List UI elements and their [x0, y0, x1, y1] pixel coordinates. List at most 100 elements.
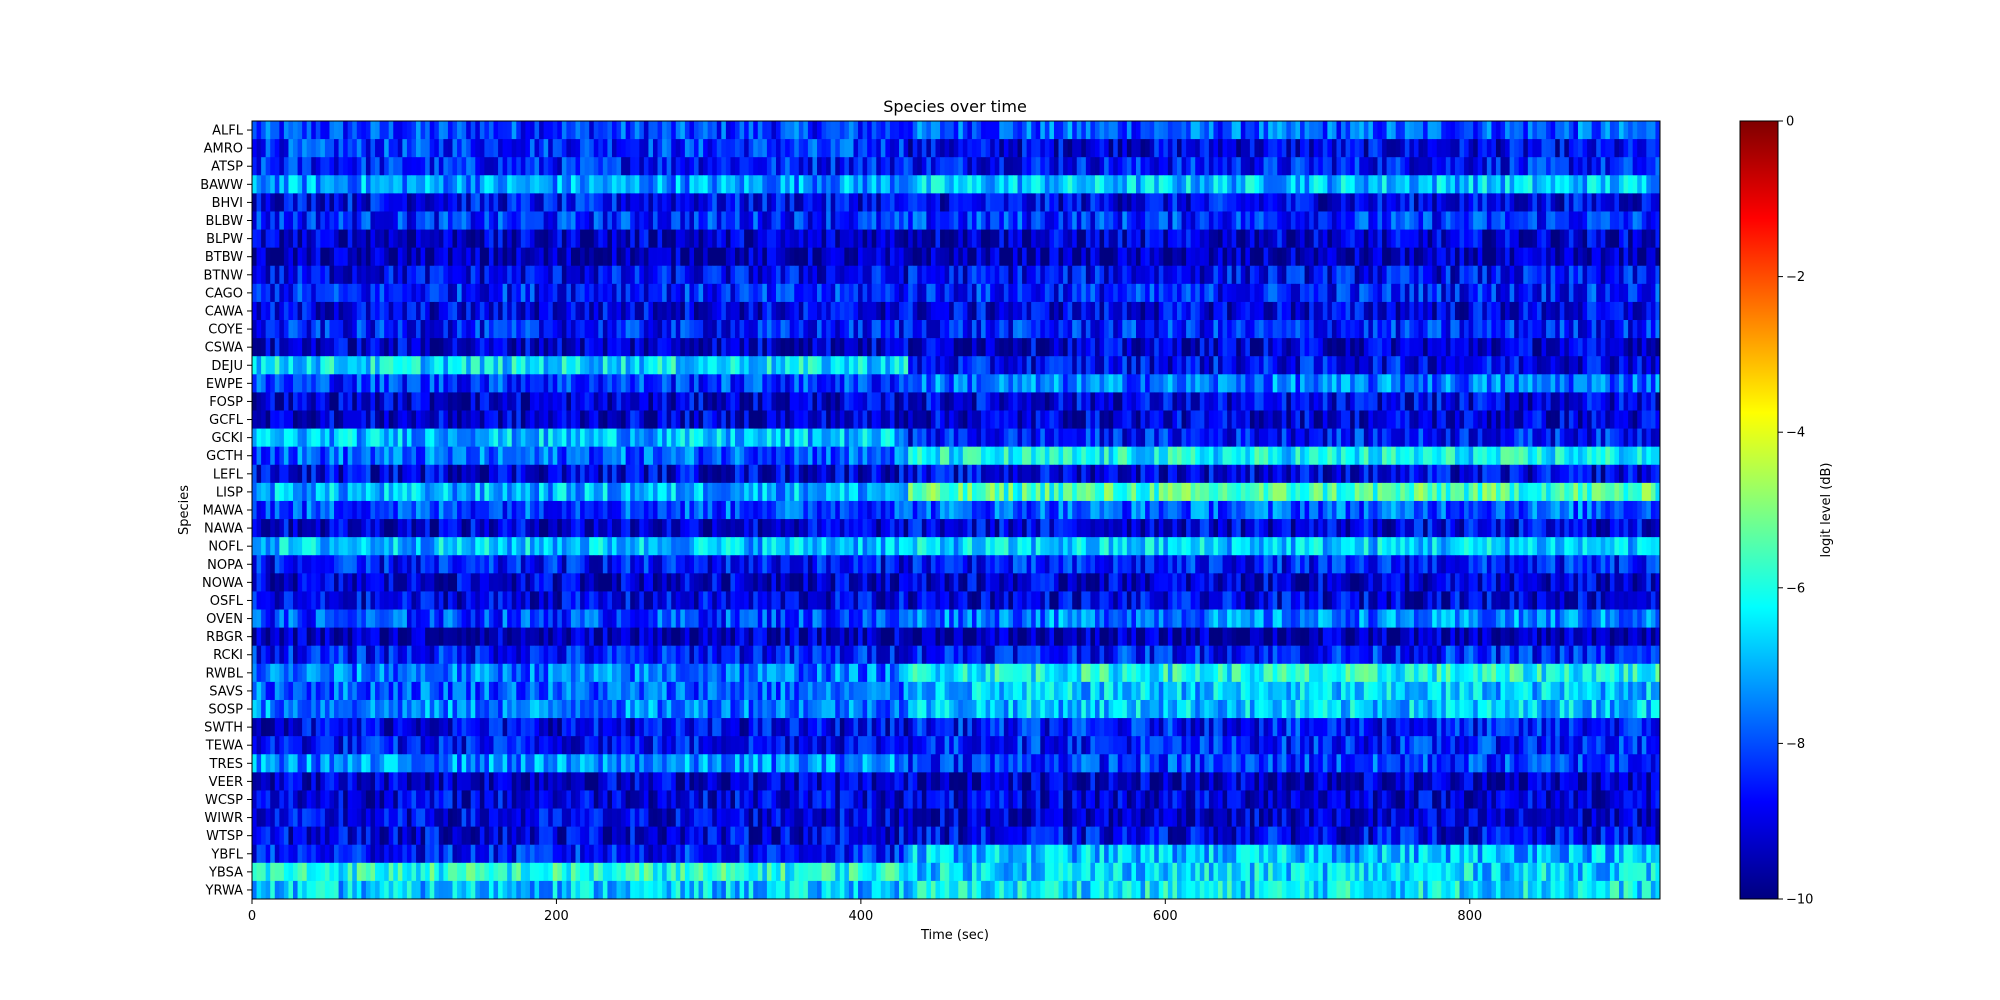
heatmap-cell [365, 121, 371, 140]
heatmap-cell [1646, 265, 1652, 285]
heatmap-cell [771, 283, 777, 303]
heatmap-cell [520, 265, 526, 285]
heatmap-cell [274, 283, 280, 303]
heatmap-cell [598, 211, 604, 230]
heatmap-cell [1582, 157, 1588, 176]
heatmap-cell [1559, 338, 1565, 357]
heatmap-cell [1126, 265, 1132, 285]
heatmap-cell [338, 193, 344, 212]
heatmap-cell [1113, 193, 1119, 212]
heatmap-cell [1637, 265, 1643, 285]
heatmap-cell [543, 265, 549, 285]
heatmap-cell [671, 338, 677, 357]
heatmap-cell [1313, 392, 1319, 411]
heatmap-cell [684, 175, 690, 194]
heatmap-cell [1099, 392, 1105, 411]
heatmap-cell [1213, 157, 1219, 176]
heatmap-cell [912, 356, 918, 375]
heatmap-cell [967, 283, 973, 303]
heatmap-cell [1213, 356, 1219, 375]
heatmap-cell [712, 229, 718, 249]
heatmap-cell [1222, 175, 1228, 194]
heatmap-cell [748, 157, 754, 176]
heatmap-cell [1190, 374, 1196, 393]
heatmap-cell [548, 247, 554, 267]
heatmap-cell [443, 247, 449, 267]
heatmap-cell [520, 121, 526, 140]
heatmap-cell [520, 247, 526, 267]
heatmap-cell [274, 410, 280, 429]
heatmap-cell [347, 374, 353, 393]
heatmap-cell [999, 157, 1005, 176]
heatmap-cell [256, 265, 262, 285]
heatmap-cell [1637, 211, 1643, 230]
heatmap-cell [693, 211, 699, 230]
heatmap-cell [593, 157, 599, 176]
heatmap-cell [894, 229, 900, 249]
heatmap-cell [962, 301, 968, 321]
heatmap-cell [1514, 265, 1520, 285]
heatmap-cell [1614, 175, 1620, 194]
heatmap-cell [1076, 193, 1082, 212]
heatmap-cell [1195, 121, 1201, 140]
heatmap-cell [1104, 247, 1114, 267]
heatmap-cell [999, 247, 1014, 267]
heatmap-cell [1564, 338, 1570, 357]
heatmap-cell [502, 247, 508, 267]
heatmap-cell [1427, 265, 1433, 285]
heatmap-cell [1286, 374, 1292, 393]
heatmap-cell [283, 320, 289, 339]
heatmap-cell [406, 229, 417, 249]
heatmap-cell [1541, 265, 1547, 285]
heatmap-cell [1313, 265, 1319, 285]
heatmap-cell [1423, 392, 1429, 411]
heatmap-cell [1363, 175, 1369, 194]
heatmap-cell [1377, 265, 1383, 285]
heatmap-cell [926, 301, 932, 321]
heatmap-cell [315, 265, 321, 285]
heatmap-cell [1249, 265, 1255, 285]
heatmap-cell [748, 374, 754, 393]
heatmap-cell [416, 301, 421, 321]
heatmap-cell [425, 320, 431, 339]
heatmap-cell [502, 338, 508, 357]
heatmap-cell [1454, 229, 1460, 249]
heatmap-cell [1495, 356, 1501, 375]
heatmap-cell [616, 193, 622, 212]
heatmap-cell [821, 193, 827, 212]
heatmap-cell [1459, 338, 1465, 357]
heatmap-cell [297, 139, 303, 158]
heatmap-cell [1372, 392, 1378, 411]
heatmap-cell [1186, 320, 1192, 339]
heatmap-cell [985, 121, 991, 140]
heatmap-cell [1500, 247, 1506, 267]
heatmap-cell [812, 211, 818, 230]
heatmap-cell [1345, 121, 1351, 140]
heatmap-cell [1559, 229, 1565, 249]
heatmap-cell [1359, 301, 1365, 321]
heatmap-cell [1309, 175, 1315, 194]
heatmap-cell [921, 121, 927, 140]
heatmap-cell [1313, 121, 1319, 140]
heatmap-cell [990, 374, 996, 393]
heatmap-cell [707, 121, 713, 140]
heatmap-cell [1126, 157, 1132, 176]
heatmap-cell [807, 374, 813, 393]
heatmap-cell [981, 211, 987, 230]
heatmap-cell [930, 139, 936, 158]
heatmap-cell [712, 265, 718, 285]
heatmap-cell [771, 157, 777, 176]
heatmap-cell [484, 320, 490, 339]
heatmap-cell [1304, 139, 1310, 158]
heatmap-cell [648, 229, 658, 249]
heatmap-cell [735, 301, 740, 321]
heatmap-cell [1609, 121, 1615, 140]
heatmap-cell [1268, 283, 1274, 303]
heatmap-cell [434, 139, 440, 158]
heatmap-cell [994, 356, 1000, 375]
heatmap-cell [434, 410, 440, 429]
heatmap-cell [817, 338, 822, 357]
heatmap-cell [1514, 139, 1520, 158]
heatmap-cell [1081, 374, 1087, 393]
heatmap-cell [1637, 175, 1643, 194]
